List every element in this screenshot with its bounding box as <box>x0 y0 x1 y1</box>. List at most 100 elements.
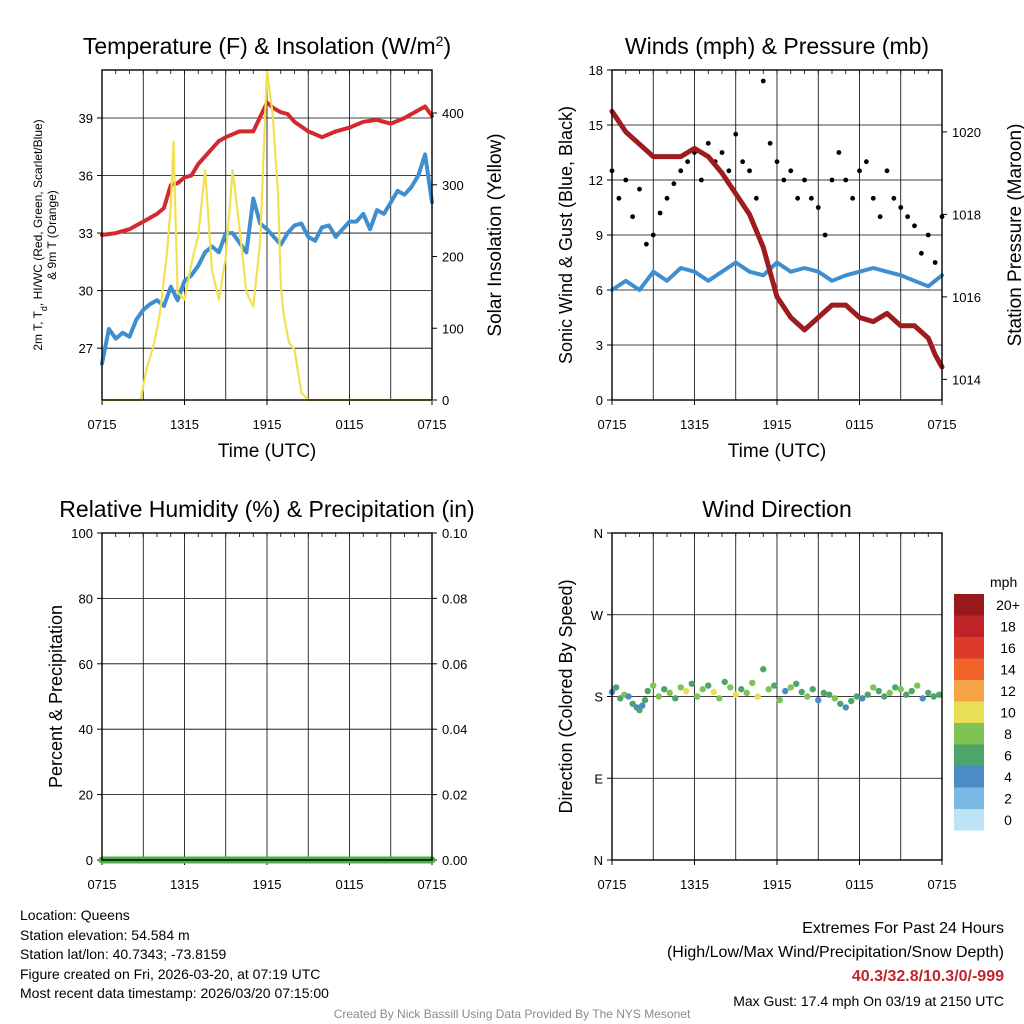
wind-frame <box>611 69 943 401</box>
gust-point <box>678 168 684 174</box>
gust-point <box>753 195 759 201</box>
direction-point <box>771 682 778 689</box>
wind-ytick-label: 12 <box>589 173 603 188</box>
gust-point <box>664 195 670 201</box>
temp-xtick-label: 1315 <box>170 417 199 432</box>
gust-point <box>918 250 924 256</box>
wind-ytick-right-label: 1018 <box>952 207 981 222</box>
temp-xtick-label: 1915 <box>253 417 282 432</box>
direction-point <box>897 686 904 693</box>
direction-point <box>710 688 717 696</box>
colorbar-swatch <box>954 809 984 831</box>
latlon-text: Station lat/lon: 40.7343; -73.8159 <box>20 946 227 963</box>
rh-ytick-right-label: 0.06 <box>442 657 467 672</box>
rh-xtick-label: 0115 <box>336 877 364 892</box>
temp-ytick-right-label: 0 <box>442 393 449 408</box>
gust-point <box>630 214 636 220</box>
direction-point <box>776 696 783 704</box>
colorbar-swatch <box>954 766 984 788</box>
direction-point <box>787 684 794 691</box>
direction-point <box>661 686 668 693</box>
colorbar-title: mph <box>990 574 1017 590</box>
dir-ytick-label: N <box>594 526 603 541</box>
wind-ytick-right-label: 1016 <box>952 290 981 305</box>
credit-text: Created By Nick Bassill Using Data Provi… <box>333 1007 691 1021</box>
location-text: Location: Queens <box>20 907 130 923</box>
colorbar-label: 20+ <box>996 597 1020 613</box>
extremes-info: Extremes For Past 24 Hours (High/Low/Max… <box>667 917 1004 1013</box>
direction-point <box>760 666 767 673</box>
wind-series-station-pressure <box>609 108 945 370</box>
direction-point <box>809 686 816 693</box>
temp-ytick-label: 27 <box>79 341 93 356</box>
dir-ytick-label: E <box>594 771 603 786</box>
title-end: ) <box>443 33 451 59</box>
temp-ytick-right-label: 300 <box>442 178 464 193</box>
dir-ylabel: Direction (Colored By Speed) <box>556 579 576 813</box>
recent-text: Most recent data timestamp: 2026/03/20 0… <box>20 985 329 1002</box>
dir-xtick-label: 1315 <box>680 877 709 892</box>
temp-ytick-right-label: 200 <box>442 250 464 265</box>
colorbar-swatch <box>954 680 984 702</box>
direction-point <box>859 695 866 702</box>
direction-point <box>738 686 745 693</box>
dir-ytick-label: W <box>591 608 604 623</box>
colorbar-swatch <box>954 594 984 616</box>
direction-point <box>612 684 620 691</box>
direction-point <box>798 688 805 696</box>
direction-point <box>875 687 882 695</box>
rh-ytick-label: 20 <box>79 788 93 803</box>
rh-ytick-right-label: 0.08 <box>442 591 467 606</box>
wind-series-sonic-wind <box>610 260 944 292</box>
colorbar-label: 6 <box>1004 747 1012 763</box>
direction-point <box>650 682 657 689</box>
rh-xtick-label: 1315 <box>170 877 199 892</box>
direction-point <box>831 695 838 702</box>
gust-point <box>685 159 691 165</box>
rh-ytick-label: 0 <box>86 853 93 868</box>
rh-ytick-label: 80 <box>79 591 93 606</box>
direction-point <box>848 697 855 705</box>
direction-point <box>886 689 893 697</box>
dir-title: Wind Direction <box>702 496 852 522</box>
direction-point <box>716 695 723 702</box>
station-info: Location: Queens Station elevation: 54.5… <box>20 906 329 1004</box>
extremes-title: Extremes For Past 24 Hours <box>802 920 1004 937</box>
direction-point <box>908 687 915 695</box>
temp-ytick-right-label: 100 <box>442 321 464 336</box>
wind-xtick-label: 0715 <box>928 417 957 432</box>
temp-ytick-right-label: 400 <box>442 106 464 121</box>
gust-point <box>643 241 649 247</box>
direction-point <box>782 687 789 695</box>
gust-point <box>733 131 739 137</box>
gust-point <box>795 195 801 201</box>
direction-point <box>842 704 849 711</box>
title-superscript: 2 <box>436 33 444 49</box>
gust-point <box>726 168 732 174</box>
wind-xlabel: Time (UTC) <box>728 441 827 462</box>
direction-point <box>864 691 871 698</box>
temp-ytick-label: 30 <box>79 284 93 299</box>
gust-point <box>802 177 807 183</box>
ylabel-part: , HI/WC (Red, Green, Scarlet/Blue) <box>31 119 45 306</box>
direction-point <box>804 693 811 700</box>
rh-xtick-label: 1915 <box>253 877 282 892</box>
dir-ytick-label: N <box>594 853 603 868</box>
rh-ytick-right-label: 0.10 <box>442 526 467 541</box>
direction-point <box>644 687 651 695</box>
gust-point <box>671 181 677 187</box>
direction-point <box>881 693 888 700</box>
temp-ylabel-right: Solar Insolation (Yellow) <box>485 133 506 336</box>
direction-point <box>699 686 706 693</box>
colorbar-swatch <box>954 615 984 637</box>
rh-title: Relative Humidity (%) & Precipitation (i… <box>59 496 474 522</box>
direction-point <box>754 693 761 700</box>
direction-point <box>677 684 684 691</box>
direction-point <box>743 689 750 697</box>
gust-point <box>932 260 938 265</box>
direction-point <box>892 684 899 691</box>
gust-point <box>877 214 883 220</box>
rh-ytick-label: 60 <box>79 657 93 672</box>
direction-point <box>815 696 822 704</box>
direction-point <box>749 679 756 687</box>
